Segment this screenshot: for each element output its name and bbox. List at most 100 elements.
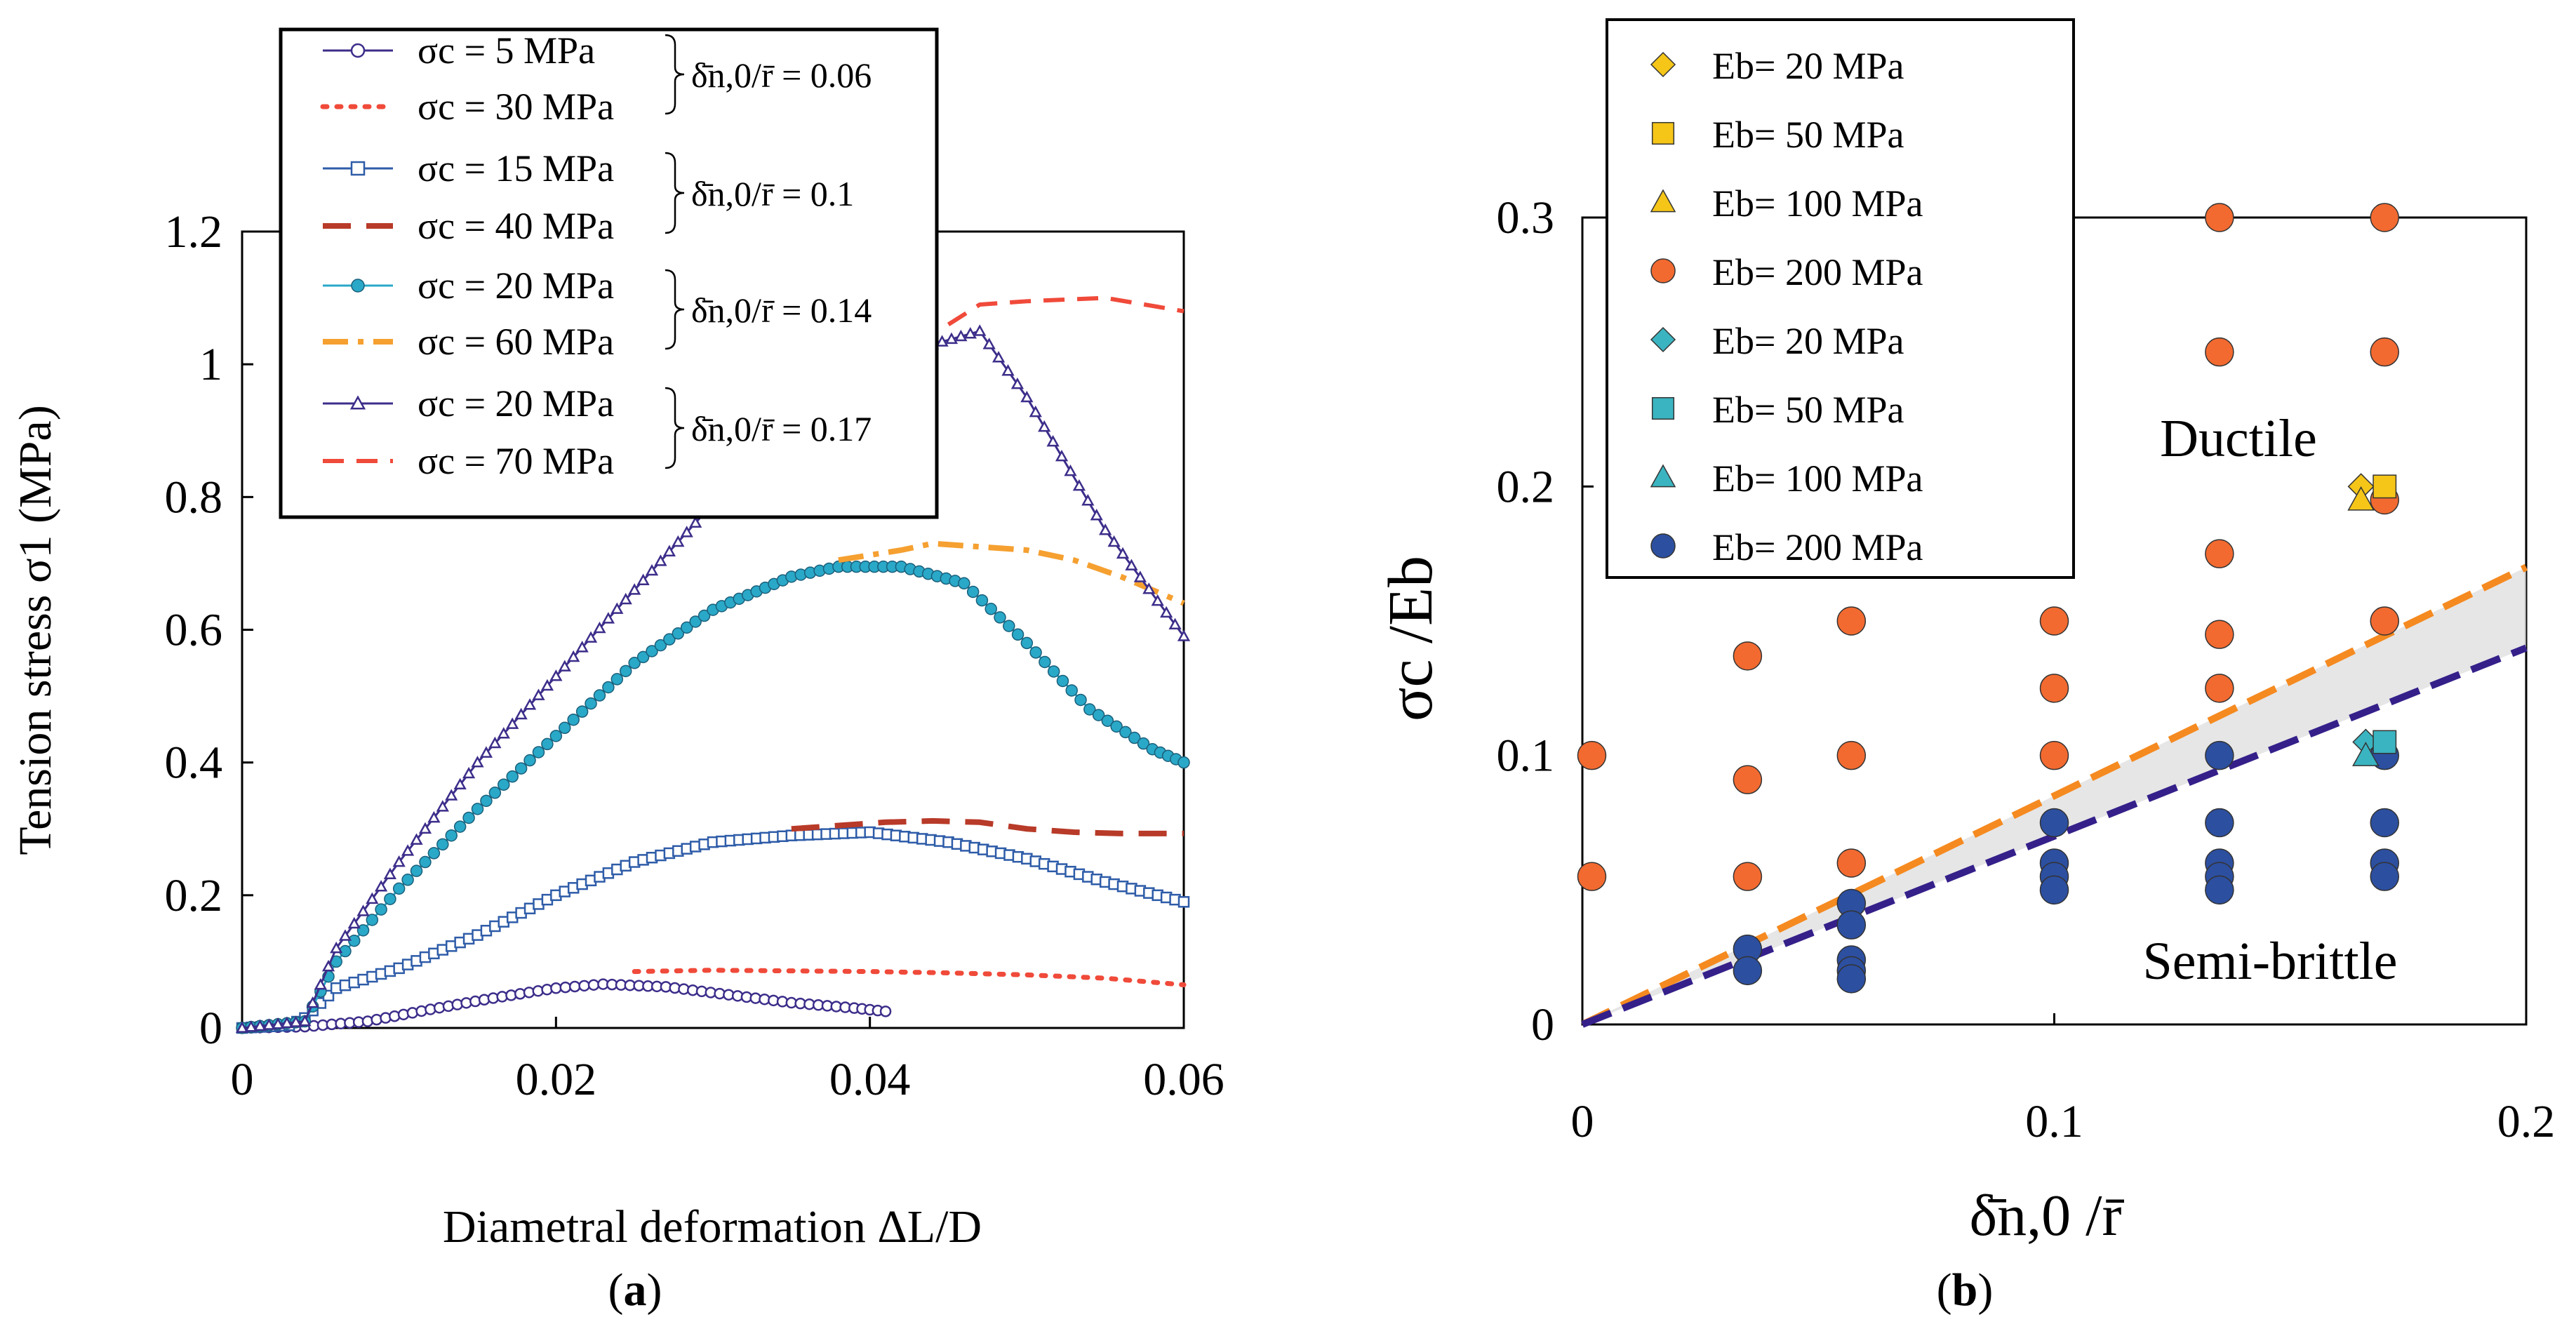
scatter-point [2039, 808, 2069, 838]
panel-a-axes: 0 0.02 0.04 0.06 0 0.2 0.4 0.6 0.8 1 1.2 [165, 206, 1224, 1105]
series-point [314, 977, 327, 990]
panel-a-y-tick-label: 0 [199, 1003, 222, 1054]
panel-a-x-tick-label: 0.04 [829, 1054, 911, 1105]
series-point [410, 864, 423, 877]
panel-a-label: (a) [608, 1264, 662, 1316]
series-point [514, 762, 528, 775]
series-point [584, 631, 598, 643]
legend-swatch [1650, 533, 1676, 559]
series-point [436, 800, 449, 812]
series-point [1064, 464, 1077, 476]
scatter-point [2039, 740, 2069, 770]
panel-b-legend-box [1606, 18, 2075, 579]
series-point [321, 959, 335, 972]
series-point [453, 777, 467, 790]
series-point [392, 882, 406, 895]
panel-b-x-tick-label: 0 [1571, 1096, 1594, 1147]
panel-b-y-tick-label: 0.3 [1497, 192, 1555, 243]
series-point [1090, 509, 1103, 521]
scatter-point [2370, 862, 2399, 891]
series-point [636, 650, 650, 664]
series-point [506, 770, 519, 783]
series-point [418, 822, 432, 834]
series-point [306, 996, 319, 1008]
legend-group-ratio: δ̄n,0/r̄ = 0.14 [691, 290, 872, 330]
panel-a-x-axis-label: Diametral deformation ΔL/D [443, 1201, 982, 1252]
series-point [1101, 714, 1114, 727]
series-point [356, 904, 370, 916]
series-point [1083, 703, 1096, 716]
legend-swatch [1650, 51, 1676, 78]
series-point [672, 535, 685, 547]
series-point [289, 1015, 302, 1027]
panel-b-legend: Eb= 20 MPa Eb= 50 MPa Eb= 100 MPa Eb= 200 M… [1606, 18, 2075, 579]
panel-a-x-tick-label: 0.02 [516, 1054, 597, 1105]
series-point [662, 545, 676, 556]
series-point [244, 1020, 258, 1032]
panel-b-y-axis-label: σc /Eb [1376, 556, 1446, 721]
series-point [559, 721, 571, 735]
series-point [532, 688, 545, 700]
legend-item: σc = 5 MPa [323, 29, 595, 72]
legend-item: Eb= 20 MPa [1650, 320, 1904, 362]
legend-item: σc = 30 MPa [320, 86, 614, 128]
series-point [338, 929, 352, 941]
panel-b-y-tick-label: 0 [1531, 999, 1554, 1050]
series-point [698, 609, 711, 622]
legend-group-ratio: δ̄n,0/r̄ = 0.1 [691, 174, 854, 213]
legend-group-bracket: δ̄n,0/r̄ = 0.17 [665, 387, 872, 469]
series-point [1125, 559, 1138, 570]
legend-swatch [1650, 189, 1676, 213]
legend-label: σc = 15 MPa [418, 147, 614, 189]
series-point [575, 705, 589, 718]
series-point [646, 645, 658, 657]
scatter-point [1836, 910, 1867, 940]
series-point [480, 794, 493, 808]
series-point [966, 585, 980, 599]
scatter-point [2205, 740, 2234, 770]
series-point [471, 756, 484, 768]
series-point [410, 833, 423, 845]
series-point [366, 914, 379, 926]
series-line [791, 817, 1184, 836]
series-point [1081, 494, 1095, 506]
series-line [947, 295, 1184, 326]
series-point [271, 1017, 285, 1029]
series-point [445, 789, 458, 801]
scatter-point [1733, 956, 1763, 986]
scatter-point [1836, 964, 1867, 994]
series-line [632, 968, 1187, 988]
series-7 [947, 295, 1184, 326]
series-point [523, 698, 537, 710]
legend-label: σc = 40 MPa [418, 205, 614, 247]
legend-label: Eb= 200 MPa [1712, 251, 1923, 293]
legend-item: Eb= 100 MPa [1650, 457, 1923, 500]
series-line [241, 566, 1184, 1029]
series-2 [236, 826, 1190, 1034]
series-point [1072, 479, 1086, 491]
panel-a-legend-box [279, 27, 939, 519]
series-point [672, 627, 685, 640]
series-point [1128, 731, 1141, 744]
series-point [1116, 547, 1130, 559]
legend-item: Eb= 50 MPa [1651, 389, 1904, 431]
panel-b-y-tick-label: 0.2 [1497, 461, 1555, 512]
series-point [366, 892, 379, 904]
panel-b-x-tick-label: 0.2 [2497, 1096, 2556, 1147]
series-point [298, 1014, 312, 1027]
legend-item: Eb= 200 MPa [1650, 251, 1923, 293]
legend-label: Eb= 20 MPa [1712, 45, 1904, 87]
series-4 [236, 560, 1190, 1034]
series-point [541, 737, 554, 751]
series-point [549, 730, 563, 742]
series-point [636, 573, 650, 585]
scatter-point [2352, 742, 2380, 766]
series-point [975, 594, 989, 607]
series-point [384, 893, 396, 905]
series-point [488, 787, 502, 799]
scatter-point [2370, 606, 2399, 636]
series-point [532, 746, 545, 759]
panel-b-x-axis-label: δ̄n,0 /r̄ [1970, 1183, 2125, 1248]
series-point [1177, 896, 1190, 908]
series-point [601, 612, 615, 624]
